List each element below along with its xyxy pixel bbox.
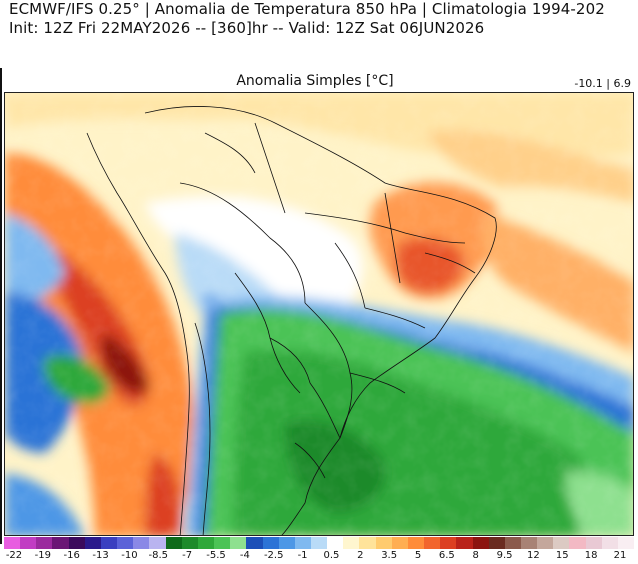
state-line-9 — [349, 372, 406, 394]
color-scale-label: -1 — [297, 550, 308, 561]
color-scale-segment — [553, 537, 570, 549]
border-brazil-paraguay — [304, 302, 353, 439]
color-scale-label: -2.5 — [263, 550, 284, 561]
border-chile-argentina — [194, 322, 211, 535]
color-scale-segment — [165, 537, 182, 549]
color-scale-segment — [181, 537, 198, 549]
map-subtitle: Anomalia Simples [°C] — [0, 73, 638, 89]
color-scale-segment — [343, 537, 360, 549]
anomaly-map-svg — [5, 93, 633, 535]
state-line-4 — [364, 307, 426, 329]
color-scale-label: -10 — [121, 550, 138, 561]
state-line-3 — [334, 242, 366, 309]
color-scale-segment — [488, 537, 505, 549]
color-scale-label: 21 — [613, 550, 627, 561]
color-scale-segment — [100, 537, 118, 549]
color-scale-segment — [52, 537, 69, 549]
color-scale-segment — [424, 537, 441, 549]
color-scale-segment — [504, 537, 521, 549]
color-scale-label: 9.5 — [496, 550, 513, 561]
color-scale-label: 15 — [555, 550, 569, 561]
color-scale-segment — [84, 537, 101, 549]
color-scale-label: -7 — [182, 550, 193, 561]
color-scale-segment — [246, 537, 263, 549]
color-scale-label: 12 — [527, 550, 540, 561]
min-max-readout: -10.1 | 6.9 — [574, 77, 631, 90]
color-scale-bar — [4, 537, 635, 549]
color-scale-segment — [569, 537, 586, 549]
color-scale-label: 18 — [584, 550, 598, 561]
color-scale-segment — [310, 537, 328, 549]
state-line-6 — [404, 232, 466, 244]
color-scale-segment — [294, 537, 311, 549]
title-block: ECMWF/IFS 0.25° | Anomalia de Temperatur… — [0, 0, 638, 70]
state-line-1 — [304, 212, 406, 234]
color-scale-segment — [197, 537, 215, 549]
state-line-7 — [254, 122, 286, 214]
color-scale-label: -8.5 — [148, 550, 169, 561]
color-scale-segment — [537, 537, 554, 549]
color-scale-segment — [375, 537, 392, 549]
color-scale-segment — [262, 537, 279, 549]
color-scale-segment — [472, 537, 489, 549]
color-scale-label: 2 — [357, 550, 364, 561]
color-scale-segment — [617, 537, 635, 549]
color-scale-segment — [68, 537, 85, 549]
color-scale-segment — [278, 537, 295, 549]
color-scale-segment — [391, 537, 408, 549]
state-line-5 — [424, 252, 476, 274]
color-scale-segment — [359, 537, 376, 549]
state-line-8 — [204, 132, 256, 174]
color-scale-segment — [327, 537, 344, 549]
color-scale-segment — [20, 537, 37, 549]
left-frame-rule — [0, 68, 2, 544]
border-uruguay-n — [309, 382, 341, 439]
color-scale-label: 3.5 — [381, 550, 398, 561]
color-scale-label: -22 — [5, 550, 23, 561]
color-scale-label: -4 — [239, 550, 250, 561]
texture-overlay — [5, 93, 633, 535]
color-scale-segment — [440, 537, 457, 549]
color-scale-labels: -22 -19 -16 -13 -10 -8.5 -7 -5.5 -4 -2.5 -1 0.5 2 3.5… — [4, 550, 634, 564]
color-scale-segment — [585, 537, 602, 549]
color-scale-segment — [230, 537, 247, 549]
west-coastline — [86, 132, 190, 535]
color-scale-segment — [601, 537, 618, 549]
border-uruguay — [294, 442, 326, 479]
borders — [86, 106, 497, 535]
anomaly-map — [4, 92, 634, 536]
color-scale-label: -19 — [34, 550, 52, 561]
color-scale-segment — [133, 537, 150, 549]
init-valid-line: Init: 12Z Fri 22MAY2026 -- [360]hr -- Va… — [9, 19, 485, 37]
color-scale-label: 8 — [472, 550, 479, 561]
color-scale-segment — [36, 537, 53, 549]
east-coastline — [144, 106, 497, 535]
map-subtitle-text: Anomalia Simples [°C] — [236, 73, 394, 89]
color-scale-segment — [117, 537, 134, 549]
color-scale-segment — [4, 537, 21, 549]
color-scale-label: -5.5 — [206, 550, 226, 561]
color-scale-segment — [407, 537, 425, 549]
color-scale-label: 6.5 — [438, 550, 455, 561]
color-scale-segment — [456, 537, 473, 549]
state-line-2 — [384, 192, 401, 284]
model-title: ECMWF/IFS 0.25° | Anomalia de Temperatur… — [9, 0, 605, 18]
border-peru-brazil — [179, 182, 306, 304]
color-scale-label: -16 — [63, 550, 80, 561]
color-scale-segment — [521, 537, 538, 549]
color-scale-segment — [149, 537, 166, 549]
border-paraguay — [269, 337, 311, 384]
color-scale-label: -13 — [92, 550, 109, 561]
color-scale-segment — [214, 537, 231, 549]
color-scale-label: 0.5 — [323, 550, 340, 561]
color-scale-label: 5 — [414, 550, 422, 561]
